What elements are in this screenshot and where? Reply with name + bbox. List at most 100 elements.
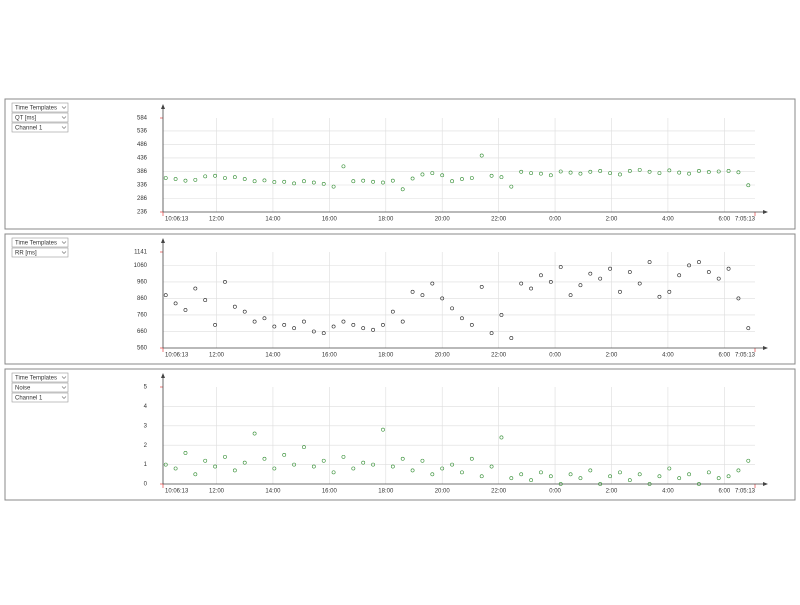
data-point: [203, 174, 208, 179]
y-tick-label: 436: [137, 156, 148, 162]
axis-arrow: [161, 373, 165, 378]
data-point: [529, 478, 533, 483]
data-point: [381, 322, 385, 327]
dropdown-arrow: [61, 396, 67, 399]
y-tick-label: 2: [144, 443, 148, 449]
data-point: [302, 179, 306, 184]
data-point: [232, 304, 237, 309]
y-tick-label: 286: [137, 196, 148, 202]
data-point: [529, 286, 533, 291]
data-point: [558, 265, 563, 269]
data-point: [489, 464, 494, 469]
dropdown[interactable]: [11, 112, 69, 123]
data-point: [667, 289, 672, 294]
data-point: [637, 167, 642, 172]
data-point: [519, 169, 524, 174]
data-point: [163, 293, 168, 298]
data-point: [499, 435, 504, 440]
axis-arrow: [763, 346, 768, 350]
dropdown[interactable]: [11, 382, 69, 393]
data-point: [588, 468, 593, 473]
data-point: [242, 460, 247, 465]
data-point: [706, 170, 711, 174]
data-point: [183, 451, 188, 455]
y-tick-label: 560: [137, 346, 148, 352]
data-point: [578, 283, 583, 288]
data-point: [311, 464, 316, 469]
data-point: [381, 180, 385, 185]
data-point: [578, 476, 583, 481]
data-point: [420, 458, 425, 463]
data-point: [430, 281, 435, 286]
dropdown[interactable]: [11, 237, 69, 248]
x-tick-label: 16:00: [322, 353, 338, 359]
data-point: [223, 280, 227, 284]
data-point: [272, 180, 277, 184]
data-point: [627, 478, 632, 483]
x-tick-label: 14:00: [265, 353, 281, 359]
data-point: [499, 175, 504, 180]
data-point: [687, 263, 691, 268]
y-tick-label: 536: [137, 129, 148, 135]
dropdown[interactable]: [11, 372, 69, 383]
data-point: [598, 169, 603, 173]
data-point: [282, 452, 287, 457]
dropdown[interactable]: [11, 247, 69, 258]
dropdown-label: Channel 1: [15, 395, 43, 401]
data-point: [390, 309, 395, 314]
dropdown[interactable]: [11, 392, 69, 403]
dropdown-label: Channel 1: [15, 125, 43, 131]
dropdown[interactable]: [11, 122, 69, 133]
data-point: [608, 266, 612, 271]
dropdown[interactable]: [11, 102, 69, 113]
data-point: [302, 319, 306, 324]
data-point: [716, 276, 721, 281]
data-point: [321, 331, 326, 336]
data-point: [647, 169, 652, 174]
x-tick-label: 0:00: [549, 489, 561, 495]
data-point: [479, 474, 484, 479]
data-point: [381, 427, 385, 432]
y-tick-label: 660: [137, 329, 148, 335]
dropdown-label: Time Templates: [15, 240, 57, 246]
data-point: [548, 474, 553, 479]
x-tick-label: 22:00: [491, 217, 507, 223]
data-point: [341, 164, 346, 169]
data-point: [460, 470, 464, 475]
data-point: [361, 326, 366, 331]
panel: [4, 98, 796, 230]
panel: [4, 233, 796, 365]
dropdown-label: Noise: [15, 385, 31, 391]
data-point: [726, 474, 731, 479]
data-point: [302, 445, 306, 450]
dropdown-arrow: [61, 106, 67, 109]
x-tick-label: 12:00: [209, 353, 225, 359]
data-point: [618, 470, 622, 475]
data-point: [706, 470, 711, 475]
x-tick-label: 20:00: [435, 217, 451, 223]
y-tick-label: 584: [137, 116, 148, 122]
data-point: [509, 476, 514, 481]
data-point: [618, 289, 622, 294]
data-point: [539, 171, 543, 176]
y-tick-label: 1060: [134, 263, 148, 269]
y-tick-label: 1: [144, 462, 148, 468]
x-tick-label: 14:00: [265, 489, 281, 495]
data-point: [578, 171, 583, 176]
x-tick-label: 0:00: [549, 353, 561, 359]
data-point: [647, 260, 652, 264]
data-point: [548, 280, 553, 284]
data-point: [687, 472, 691, 477]
data-point: [262, 456, 267, 461]
data-point: [450, 306, 454, 311]
axis-arrow: [763, 210, 768, 214]
data-point: [608, 474, 612, 479]
data-point: [637, 472, 642, 477]
data-point: [252, 179, 257, 184]
data-point: [163, 462, 168, 467]
y-tick-label: 336: [137, 183, 148, 189]
data-point: [252, 431, 257, 436]
x-tick-label: 6:00: [718, 353, 730, 359]
